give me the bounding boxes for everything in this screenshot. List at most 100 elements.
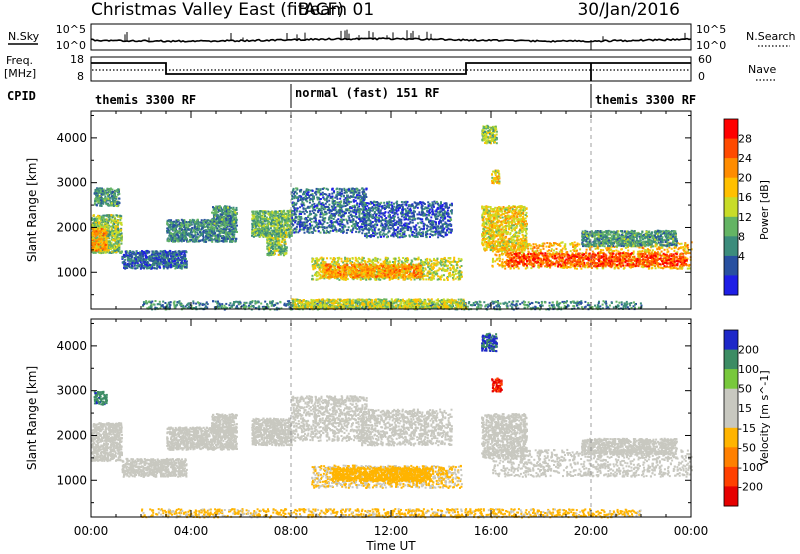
data-cell xyxy=(232,231,234,233)
data-cell xyxy=(343,195,345,197)
data-cell xyxy=(280,254,282,256)
data-cell xyxy=(173,240,175,242)
data-cell xyxy=(299,220,301,222)
data-cell xyxy=(112,220,114,222)
data-cell xyxy=(299,226,301,228)
data-cell xyxy=(320,188,322,190)
data-cell xyxy=(172,257,174,259)
data-cell xyxy=(359,199,361,201)
data-cell xyxy=(261,216,263,218)
data-cell xyxy=(198,228,200,230)
data-cell xyxy=(278,235,280,237)
data-cell xyxy=(112,227,114,229)
data-cell xyxy=(200,221,202,223)
data-cell xyxy=(231,226,233,228)
data-cell xyxy=(135,265,137,267)
cpid-label: CPID xyxy=(7,89,36,103)
data-cell xyxy=(324,219,326,221)
data-cell xyxy=(180,240,182,242)
data-cell xyxy=(280,233,282,235)
data-cell xyxy=(262,228,264,230)
data-cell xyxy=(292,204,294,206)
data-cell xyxy=(430,216,432,218)
data-cell xyxy=(343,188,345,190)
data-cell xyxy=(139,253,141,255)
data-cell xyxy=(270,227,272,229)
data-cell xyxy=(92,224,94,226)
data-cell xyxy=(201,234,203,236)
data-cell xyxy=(162,251,164,253)
data-cell xyxy=(212,229,214,231)
data-cell xyxy=(343,203,345,205)
data-cell xyxy=(291,192,293,194)
data-cell xyxy=(129,258,131,260)
data-cell xyxy=(112,200,114,202)
data-cell xyxy=(220,232,222,234)
data-cell xyxy=(346,201,348,203)
data-cell xyxy=(303,208,305,210)
data-cell xyxy=(218,238,220,240)
data-cell xyxy=(327,222,329,224)
data-cell xyxy=(186,260,188,262)
data-cell xyxy=(302,193,304,195)
data-cell xyxy=(215,220,217,222)
data-cell xyxy=(355,213,357,215)
data-cell xyxy=(118,198,120,200)
data-cell xyxy=(194,221,196,223)
data-cell xyxy=(297,222,299,224)
data-cell xyxy=(101,233,103,235)
data-cell xyxy=(273,227,275,229)
data-cell xyxy=(290,221,292,223)
data-cell xyxy=(123,263,125,265)
data-cell xyxy=(106,224,108,226)
data-cell xyxy=(417,218,419,220)
data-cell xyxy=(331,206,333,208)
data-cell xyxy=(279,210,281,212)
data-cell xyxy=(221,218,223,220)
data-cell xyxy=(352,223,354,225)
data-cell xyxy=(99,187,101,189)
data-cell xyxy=(119,215,121,217)
data-cell xyxy=(117,243,119,245)
data-cell xyxy=(295,217,297,219)
data-cell xyxy=(103,226,105,228)
data-cell xyxy=(317,188,319,190)
data-cell xyxy=(315,194,317,196)
data-cell xyxy=(129,250,131,252)
data-cell xyxy=(221,240,223,242)
data-cell xyxy=(351,231,353,233)
data-cell xyxy=(135,255,137,257)
data-cell xyxy=(235,240,237,242)
data-cell xyxy=(268,243,270,245)
data-cell xyxy=(278,222,280,224)
data-cell xyxy=(168,224,170,226)
data-cell xyxy=(207,225,209,227)
data-cell xyxy=(328,212,330,214)
data-cell xyxy=(92,230,94,232)
data-cell xyxy=(211,225,213,227)
data-cell xyxy=(192,236,194,238)
data-cell xyxy=(104,236,106,238)
data-cell xyxy=(172,228,174,230)
data-cell xyxy=(171,252,173,254)
data-cell xyxy=(165,264,167,266)
data-cell xyxy=(113,239,115,241)
data-cell xyxy=(346,232,348,234)
data-cell xyxy=(330,197,332,199)
data-cell xyxy=(97,243,99,245)
data-cell xyxy=(318,208,320,210)
data-cell xyxy=(309,218,311,220)
data-cell xyxy=(213,231,215,233)
data-cell xyxy=(348,226,350,228)
data-cell xyxy=(218,209,220,211)
data-cell xyxy=(236,207,238,209)
data-cell xyxy=(173,224,175,226)
data-cell xyxy=(113,205,115,207)
cpid-segment-label: themis 3300 RF xyxy=(95,93,196,107)
data-cell xyxy=(361,232,363,234)
data-cell xyxy=(284,242,286,244)
data-cell xyxy=(154,267,156,269)
data-cell xyxy=(251,235,253,237)
data-cell xyxy=(267,226,269,228)
data-cell xyxy=(320,203,322,205)
